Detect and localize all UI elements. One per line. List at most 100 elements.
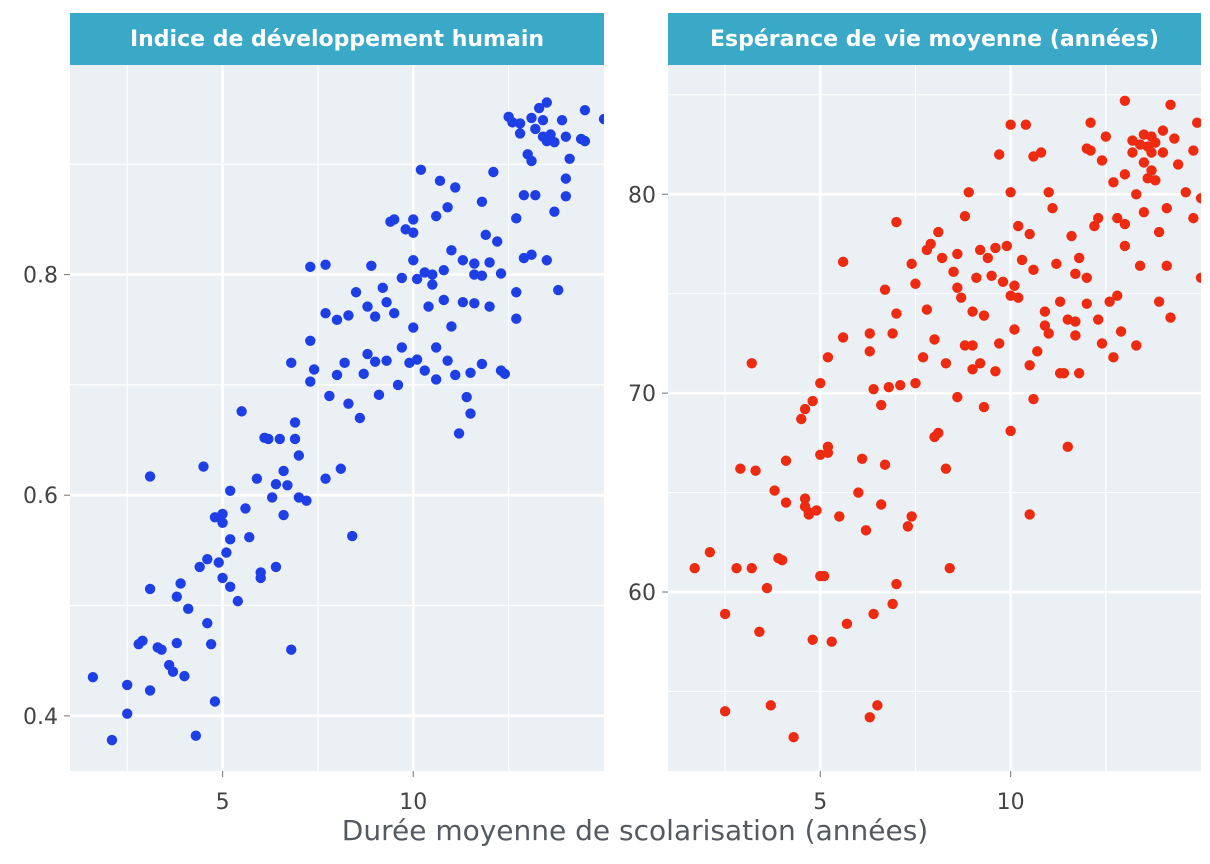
hdi-data-point: [286, 644, 297, 655]
life-data-point: [719, 706, 731, 717]
life-data-point: [1104, 296, 1115, 307]
hdi-data-point: [476, 270, 488, 281]
life-data-point: [818, 570, 830, 582]
life-data-point: [879, 459, 891, 470]
life-data-point: [1108, 352, 1119, 363]
life-x-tick-label: 5: [813, 790, 827, 815]
hdi-data-point: [511, 313, 522, 324]
life-data-point: [883, 381, 895, 393]
life-data-point: [1013, 292, 1024, 303]
life-data-point: [990, 242, 1001, 254]
hdi-data-point: [286, 357, 297, 369]
hdi-data-point: [476, 196, 488, 207]
hdi-data-point: [476, 358, 488, 370]
life-data-point: [1070, 330, 1081, 341]
hdi-data-point: [122, 679, 133, 691]
life-data-point: [864, 712, 875, 723]
life-data-point: [704, 547, 716, 558]
life-data-point: [1005, 425, 1016, 437]
life-data-point: [868, 608, 879, 620]
life-data-point: [879, 284, 891, 295]
life-data-point: [807, 634, 818, 645]
hdi-data-point: [408, 255, 419, 266]
life-data-point: [1024, 509, 1035, 520]
life-data-point: [735, 463, 746, 474]
life-data-point: [1035, 147, 1047, 158]
life-data-point: [940, 463, 952, 474]
life-data-point: [1020, 119, 1032, 130]
hdi-data-point: [263, 433, 274, 445]
hdi-data-point: [526, 249, 537, 260]
hdi-data-point: [446, 245, 457, 256]
hdi-data-point: [442, 355, 453, 366]
hdi-data-point: [232, 595, 244, 607]
hdi-data-point: [144, 583, 156, 595]
hdi-data-point: [514, 128, 526, 139]
hdi-data-point: [484, 257, 495, 268]
hdi-data-point: [362, 348, 373, 360]
life-data-point: [1112, 212, 1123, 224]
life-data-point: [1073, 368, 1085, 379]
life-data-point: [1127, 135, 1138, 146]
life-data-point: [933, 427, 944, 439]
hdi-data-point: [343, 398, 354, 409]
life-data-point: [1032, 346, 1043, 357]
life-data-point: [689, 562, 700, 574]
hdi-scatter-panel: 5 10 0.4 0.6 0.8: [23, 65, 604, 815]
life-data-point: [1028, 151, 1039, 162]
life-data-point: [799, 403, 811, 415]
hdi-data-point: [411, 354, 423, 365]
life-data-point: [826, 636, 837, 647]
hdi-data-point: [156, 644, 167, 655]
life-data-point: [1005, 187, 1016, 198]
life-data-point: [1191, 117, 1201, 128]
hdi-data-point: [217, 508, 228, 520]
hdi-data-point: [240, 503, 251, 514]
hdi-data-point: [579, 105, 591, 116]
life-data-point: [967, 340, 978, 351]
hdi-data-point: [331, 369, 343, 381]
life-data-point: [1005, 119, 1016, 130]
life-data-point: [1127, 147, 1138, 158]
life-data-point: [1100, 131, 1112, 142]
life-data-point: [1062, 441, 1073, 453]
hdi-data-point: [320, 308, 331, 319]
life-data-point: [1039, 320, 1051, 331]
life-data-point: [891, 308, 902, 319]
hdi-data-point: [389, 214, 400, 225]
life-data-point: [967, 364, 978, 375]
life-data-point: [1157, 125, 1169, 136]
life-data-point: [780, 455, 792, 466]
hdi-data-point: [396, 272, 408, 284]
life-data-point: [959, 210, 971, 222]
life-data-point: [1028, 264, 1039, 276]
hdi-data-point: [205, 638, 217, 650]
life-data-point: [1054, 296, 1066, 307]
hdi-data-point: [511, 287, 522, 298]
life-data-point: [746, 562, 757, 574]
hdi-data-point: [209, 696, 221, 707]
life-data-point: [906, 511, 917, 522]
hdi-y-tick-label: 0.6: [23, 484, 58, 509]
life-data-point: [1195, 272, 1201, 283]
hdi-data-point: [480, 229, 491, 241]
hdi-data-point: [194, 561, 205, 573]
life-data-point: [1146, 147, 1157, 158]
life-data-point: [1108, 177, 1119, 188]
life-data-point: [895, 379, 906, 391]
life-data-point: [1070, 268, 1081, 280]
life-data-point: [1024, 228, 1035, 240]
facet-title-life-expectancy: Espérance de vie moyenne (années): [710, 26, 1159, 52]
hdi-data-point: [541, 97, 552, 108]
hdi-data-point: [484, 301, 495, 312]
hdi-data-point: [144, 685, 156, 696]
hdi-data-point: [381, 296, 392, 308]
hdi-data-point: [270, 561, 282, 573]
life-data-point: [1013, 220, 1024, 232]
life-data-point: [982, 252, 993, 264]
hdi-data-point: [411, 273, 423, 285]
life-y-tick-label: 70: [628, 382, 656, 407]
life-data-point: [1138, 206, 1150, 218]
hdi-y-tick-label: 0.8: [23, 264, 58, 289]
